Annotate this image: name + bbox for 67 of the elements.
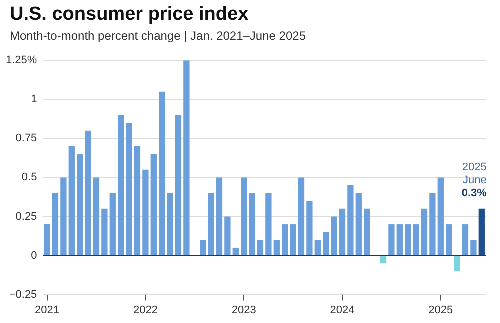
bar: [430, 193, 436, 256]
bar: [68, 146, 75, 256]
bar: [470, 240, 477, 256]
bar: [102, 208, 108, 256]
bar: [438, 178, 444, 256]
bar: [216, 178, 223, 256]
x-tick-label: 2022: [133, 304, 158, 316]
bar: [462, 224, 469, 256]
chart-subtitle: Month-to-month percent change | Jan. 2021–June 2025: [10, 29, 306, 43]
bar: [282, 224, 288, 256]
bar: [60, 178, 67, 256]
bar: [249, 193, 256, 256]
bar: [339, 208, 346, 256]
bar: [134, 146, 141, 256]
bar: [314, 240, 321, 256]
bar: [348, 186, 354, 256]
bar: [364, 208, 370, 256]
x-tick-label: 2025: [428, 304, 454, 316]
bar: [421, 208, 428, 256]
bar: [388, 224, 395, 256]
bar: [85, 130, 92, 256]
x-tick-label: 2021: [35, 304, 60, 316]
y-tick-label: 0.75: [16, 132, 38, 145]
bar: [44, 224, 50, 256]
bar: [454, 256, 460, 272]
bar: [306, 201, 313, 256]
bar: [208, 193, 214, 256]
bar: [478, 208, 485, 256]
bar: [257, 240, 264, 256]
x-tick-label: 2024: [330, 304, 355, 316]
y-tick-label: 1.25%: [6, 54, 38, 67]
bar: [77, 154, 84, 256]
bar: [405, 224, 412, 256]
bar: [241, 178, 248, 256]
bar: [142, 170, 149, 256]
y-tick-label: 1: [31, 94, 38, 106]
bar: [413, 224, 420, 256]
bar: [356, 193, 362, 256]
bar: [224, 216, 231, 256]
bar: [184, 60, 190, 256]
bar: [274, 240, 280, 256]
bar: [126, 123, 132, 256]
x-tick-label: 2023: [232, 304, 256, 316]
y-tick-label: 0: [31, 250, 38, 262]
bar: [167, 193, 174, 256]
chart-title: U.S. consumer price index: [10, 4, 249, 26]
bar: [118, 115, 124, 256]
bar: [290, 224, 296, 256]
bar: [380, 256, 387, 264]
y-tick-label: 0.25: [16, 210, 38, 223]
bar: [232, 248, 239, 256]
bar: [396, 224, 403, 256]
bar: [110, 193, 116, 256]
bar: [93, 178, 100, 256]
bar: [52, 193, 59, 256]
y-tick-label: −0.25: [9, 288, 38, 301]
bar: [266, 193, 272, 256]
bar: [298, 178, 305, 256]
bar: [331, 216, 338, 256]
bar: [323, 232, 330, 256]
bar: [159, 92, 166, 256]
bar: [200, 240, 206, 256]
bar: [175, 115, 182, 256]
y-tick-label: 0.5: [22, 172, 38, 184]
annotation: 2025 June 0.3%: [462, 161, 488, 200]
bar: [446, 224, 452, 256]
bar: [150, 154, 157, 256]
